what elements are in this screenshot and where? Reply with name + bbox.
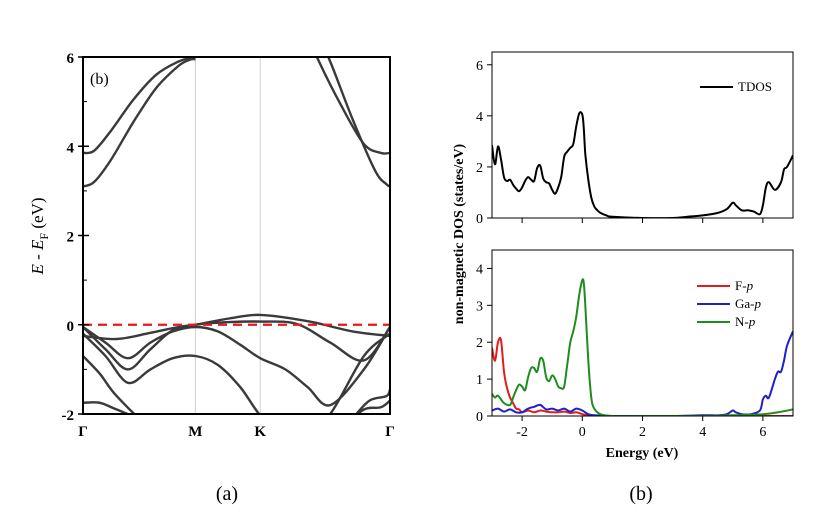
pdos-plot-frame — [491, 249, 794, 417]
y-tick-label: 0 — [476, 212, 483, 227]
y-tick-label: 1 — [476, 373, 483, 388]
y-tick-label: -2 — [62, 408, 75, 424]
x-tick-label: Γ — [78, 424, 88, 440]
band-lines — [83, 57, 390, 414]
pdos-legend: F-p Ga-p N-p — [697, 278, 762, 329]
y-tick-label: 4 — [476, 110, 483, 125]
y-tick-label: 0 — [67, 319, 75, 335]
dos-series-line — [492, 111, 793, 218]
y-tick-label: 2 — [476, 161, 483, 176]
band-line — [83, 57, 196, 188]
pdos-lines — [492, 278, 793, 416]
y-tick-label: 2 — [67, 230, 75, 246]
y-tick-label: 4 — [67, 140, 75, 156]
legend-label-f-p: F-p — [735, 278, 754, 293]
x-tick-label: 4 — [699, 425, 706, 440]
dos-chart: 0 2 4 6 TDOS 0 1 2 3 4 -2 0 2 4 6 F-p Ga-p N-p Ener… — [452, 51, 794, 461]
tdos-legend: TDOS — [700, 79, 772, 94]
band-line — [83, 320, 390, 371]
legend-label-ga-p: Ga-p — [735, 296, 762, 311]
dos-series-line — [492, 336, 793, 416]
caption-b: (b) — [629, 483, 652, 505]
x-tick-label: 0 — [579, 425, 586, 440]
x-tick-label: K — [254, 424, 266, 440]
dos-y-axis-label: non-magnetic DOS (states/eV) — [452, 143, 467, 324]
legend-label-n-p: N-p — [735, 314, 756, 329]
band-line — [83, 325, 390, 407]
tdos-lines — [492, 111, 793, 218]
caption-a: (a) — [216, 483, 238, 505]
pdos-y-ticks: 0 1 2 3 4 — [476, 262, 492, 425]
y-tick-label: 2 — [476, 336, 483, 351]
band-line — [355, 399, 390, 414]
x-tick-label: -2 — [516, 425, 528, 440]
band-line — [354, 388, 390, 414]
x-tick-label: 6 — [759, 425, 766, 440]
tdos-plot-frame — [491, 51, 794, 219]
tdos-x-ticks — [521, 218, 764, 223]
dos-series-line — [492, 330, 793, 416]
x-tick-label: 2 — [639, 425, 646, 440]
band-line — [83, 57, 196, 155]
band-y-ticks: -2 0 2 4 6 — [62, 51, 89, 424]
x-tick-label: M — [188, 424, 202, 440]
band-line — [83, 401, 131, 414]
y-tick-label: 4 — [476, 262, 483, 277]
band-line — [326, 57, 390, 188]
band-structure-chart: -2 0 2 4 6 Γ M K Γ (b) E - EF (eV) — [28, 51, 395, 440]
band-panel-label: (b) — [90, 71, 109, 88]
x-tick-label: Γ — [385, 424, 395, 440]
legend-label-tdos: TDOS — [738, 79, 772, 94]
y-tick-label: 6 — [67, 51, 75, 67]
y-tick-label: 3 — [476, 299, 483, 314]
band-y-axis-label: E - EF (eV) — [28, 197, 51, 275]
band-line — [315, 57, 390, 155]
band-line — [83, 332, 390, 414]
high-symmetry-lines — [194, 57, 261, 414]
y-tick-label: 6 — [476, 59, 483, 74]
dos-x-axis-label: Energy (eV) — [606, 446, 679, 461]
pdos-x-ticks: -2 0 2 4 6 — [516, 416, 766, 440]
band-line — [83, 313, 390, 341]
band-line — [83, 355, 137, 414]
tdos-y-ticks: 0 2 4 6 — [476, 59, 492, 227]
y-tick-label: 0 — [476, 410, 483, 425]
dos-series-line — [492, 278, 793, 416]
